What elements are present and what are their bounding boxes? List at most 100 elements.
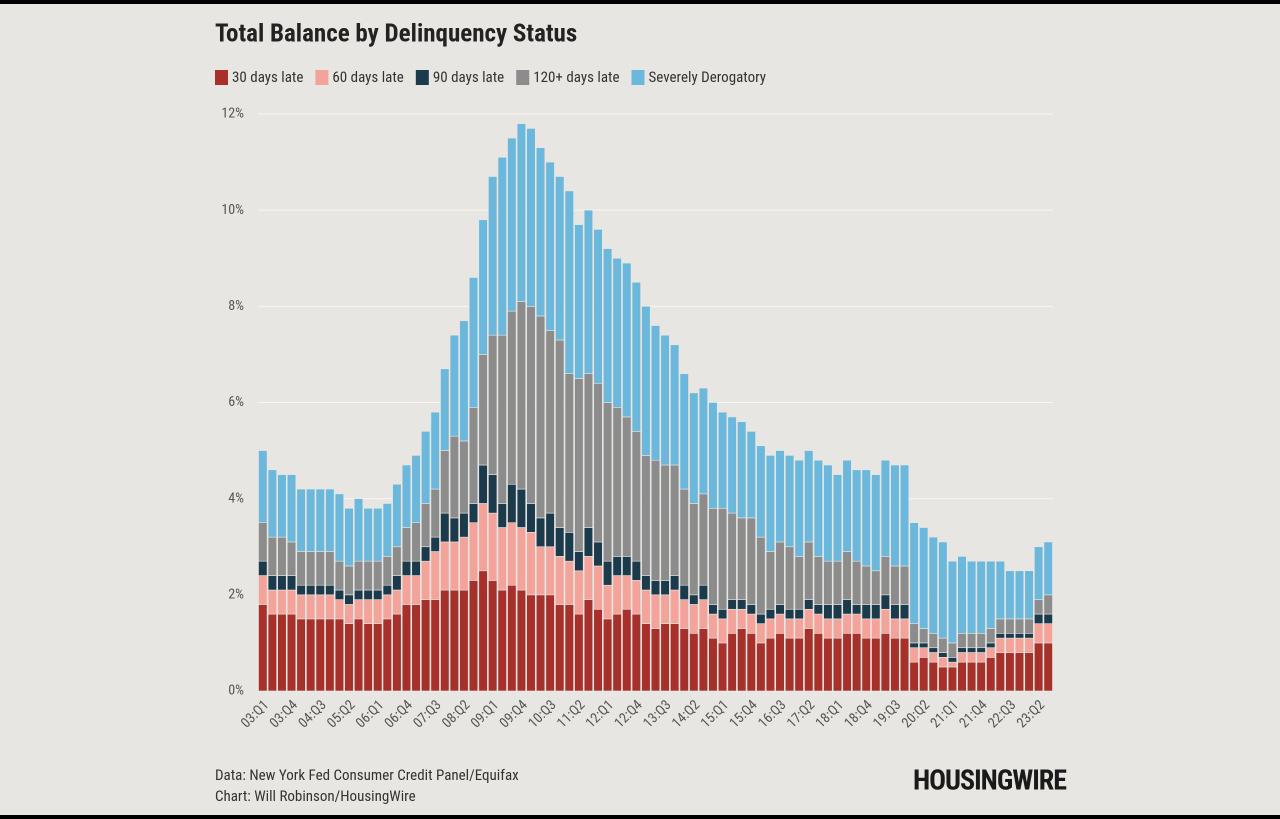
bar-segment xyxy=(478,219,488,355)
y-tick-label: 6% xyxy=(228,394,244,410)
bar-segment xyxy=(507,584,517,692)
bar-segment xyxy=(603,560,613,586)
bar-segment xyxy=(267,589,277,615)
bar-segment xyxy=(507,137,517,312)
bar-segment xyxy=(957,556,967,634)
bar-segment xyxy=(641,306,651,456)
bar-segment xyxy=(832,618,843,639)
bar-segment xyxy=(813,613,823,634)
bar-segment xyxy=(363,589,373,600)
bar-segment xyxy=(306,551,316,586)
bar-segment xyxy=(488,334,498,475)
bar-segment xyxy=(516,589,526,692)
legend-swatch xyxy=(415,70,429,85)
bar-segment xyxy=(785,608,795,620)
bar-segment xyxy=(564,604,574,692)
bar-segment xyxy=(306,584,316,596)
bar-segment xyxy=(631,431,641,562)
bar-segment xyxy=(746,613,756,634)
bar-segment xyxy=(938,666,948,692)
bar-segment xyxy=(344,623,354,692)
bar-segment xyxy=(545,594,555,692)
bar-segment xyxy=(535,517,546,548)
bar-segment xyxy=(593,229,603,384)
bar-segment xyxy=(1043,613,1053,624)
bar-segment xyxy=(976,560,986,634)
bar-segment xyxy=(852,469,862,562)
bar-segment xyxy=(583,209,594,374)
bar-segment xyxy=(976,647,986,653)
bar-segment xyxy=(258,575,268,605)
bar-segment xyxy=(325,584,335,596)
bar-segment xyxy=(708,507,718,605)
bar-segment xyxy=(564,532,574,562)
bar-segment xyxy=(612,613,622,692)
bar-segment xyxy=(737,608,747,629)
bar-segment xyxy=(603,618,613,692)
credit-note: Chart: Will Robinson/HousingWire xyxy=(215,787,416,805)
bar-segment xyxy=(401,604,412,692)
bar-segment xyxy=(679,628,689,692)
bar-segment xyxy=(698,493,708,586)
bar-segment xyxy=(976,661,986,692)
bar-segment xyxy=(909,661,919,692)
bar-segment xyxy=(679,584,689,600)
bar-segment xyxy=(564,190,574,374)
bar-segment xyxy=(382,618,392,692)
bar-segment xyxy=(775,541,785,605)
bar-segment xyxy=(411,560,421,576)
bar-segment xyxy=(670,464,680,576)
bar-segment xyxy=(382,556,392,586)
bar-segment xyxy=(334,589,345,600)
bar-segment xyxy=(478,503,488,572)
bar-segment xyxy=(737,421,747,519)
bar-segment xyxy=(938,637,948,653)
source-note: Data: New York Fed Consumer Credit Panel… xyxy=(215,766,519,784)
bar-segment xyxy=(440,512,450,543)
bar-segment xyxy=(440,450,450,514)
bar-segment xyxy=(296,618,306,692)
bar-segment xyxy=(995,652,1005,692)
bar-segment xyxy=(880,632,890,692)
bar-segment xyxy=(765,618,776,639)
bar-segment xyxy=(315,618,325,692)
bar-segment xyxy=(1034,642,1044,692)
bar-segment xyxy=(277,474,287,538)
bar-segment xyxy=(622,556,632,576)
bar-segment xyxy=(641,623,651,692)
bar-segment xyxy=(650,459,661,581)
bar-segment xyxy=(507,483,517,524)
bar-segment xyxy=(449,517,459,543)
bar-segment xyxy=(1014,632,1025,639)
y-tick-label: 10% xyxy=(221,202,244,218)
logo: HOUSINGWIRE xyxy=(913,763,1067,796)
bar-segment xyxy=(660,594,670,624)
bar-segment xyxy=(785,618,795,639)
bar-segment xyxy=(593,608,603,692)
bar-segment xyxy=(478,354,488,466)
bar-segment xyxy=(986,560,996,629)
bar-segment xyxy=(660,334,670,466)
bar-segment xyxy=(334,560,345,591)
bar-segment xyxy=(785,637,795,692)
bar-segment xyxy=(373,589,383,600)
bar-segment xyxy=(899,637,910,692)
bar-segment xyxy=(555,176,565,341)
bar-segment xyxy=(871,637,881,692)
bar-segment xyxy=(497,527,507,591)
bar-segment xyxy=(401,575,412,605)
bar-segment xyxy=(1014,618,1025,634)
bar-segment xyxy=(804,608,814,629)
bar-segment xyxy=(794,608,804,620)
bar-segment xyxy=(919,657,929,692)
bar-segment xyxy=(421,503,431,548)
bar-segment xyxy=(1005,632,1015,639)
bar-segment xyxy=(813,632,823,692)
bar-segment xyxy=(583,373,594,528)
bar-segment xyxy=(1034,613,1044,624)
bar-segment xyxy=(938,652,948,658)
bar-segment xyxy=(861,604,871,620)
bar-segment xyxy=(737,517,747,600)
bar-segment xyxy=(315,584,325,596)
bar-segment xyxy=(555,556,565,605)
